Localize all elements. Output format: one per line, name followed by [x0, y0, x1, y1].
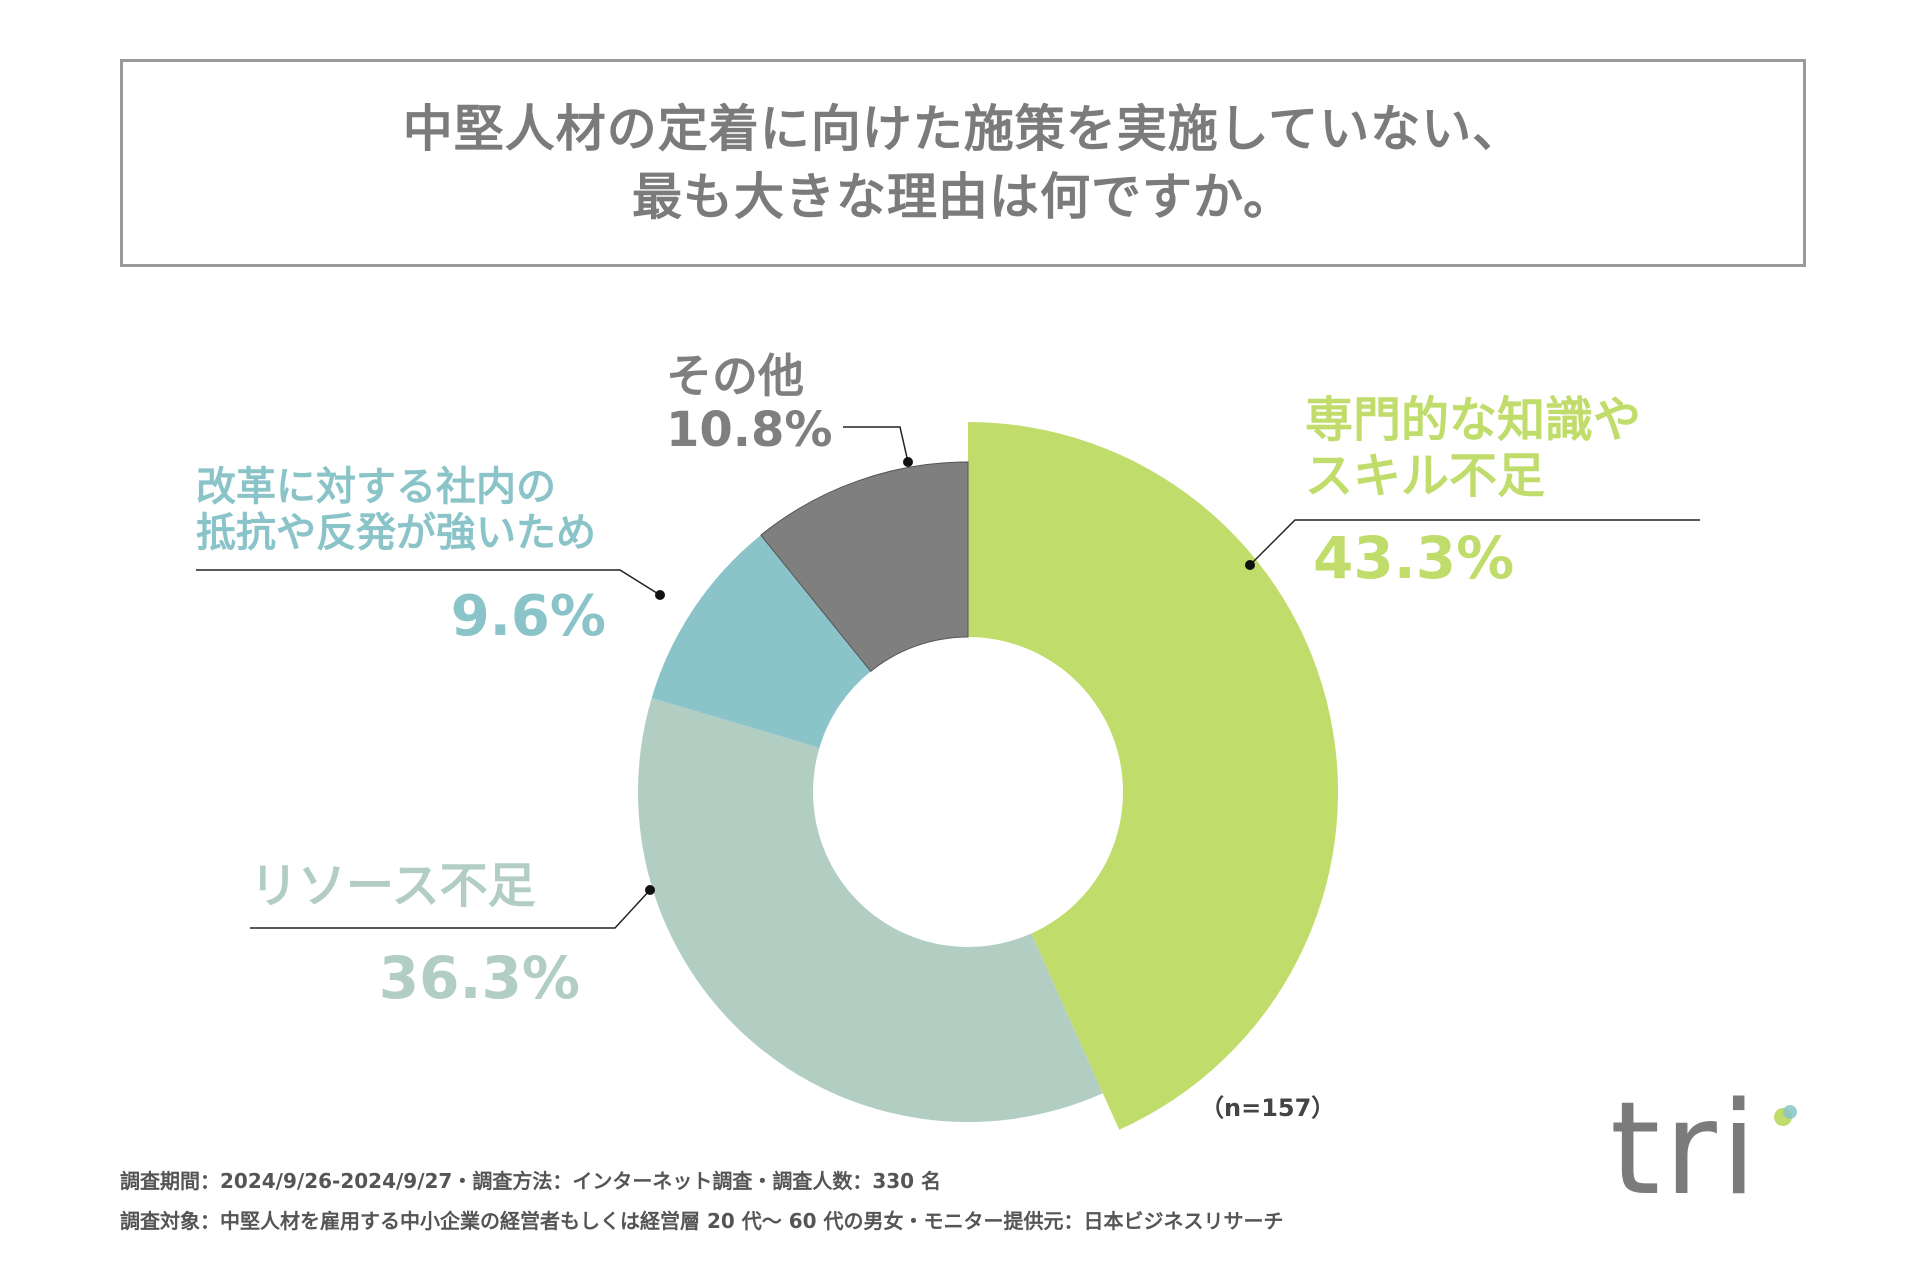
label-skill-shortage: 専門的な知識や スキル不足 43.3%	[1305, 392, 1641, 592]
label-skill-shortage-line2: スキル不足	[1305, 448, 1546, 504]
label-internal-resistance-pct: 9.6%	[450, 584, 606, 649]
label-skill-shortage-line1: 専門的な知識や	[1305, 392, 1642, 448]
label-other-pct: 10.8%	[666, 402, 833, 458]
logo-text: tri	[1610, 1075, 1761, 1224]
footer-survey-target: 調査対象：中堅人材を雇用する中小企業の経営者もしくは経営層 20 代～ 60 代…	[120, 1209, 1284, 1233]
label-internal-resistance-line2: 抵抗や反発が強いため	[196, 510, 596, 556]
footer-survey-period: 調査期間：2024/9/26-2024/9/27・調査方法：インターネット調査・…	[120, 1169, 942, 1193]
leader-skill-shortage	[1249, 519, 1700, 566]
leader-skill-shortage-dot	[1245, 560, 1255, 570]
leader-resource-shortage	[250, 889, 651, 929]
label-internal-resistance-line1: 改革に対する社内の	[196, 464, 556, 510]
sample-size: （n=157）	[1200, 1094, 1336, 1122]
label-internal-resistance: 改革に対する社内の 抵抗や反発が強いため 9.6%	[196, 464, 606, 650]
label-resource-shortage: リソース不足 36.3%	[250, 858, 580, 1012]
label-other-line1: その他	[666, 349, 804, 403]
label-other: その他 10.8%	[666, 350, 833, 458]
logo-dot-blue	[1783, 1105, 1797, 1119]
label-skill-shortage-pct: 43.3%	[1313, 524, 1515, 592]
slice-internal-resistance	[651, 535, 871, 748]
leader-other-dot	[903, 457, 913, 467]
leader-internal-resistance-dot	[655, 590, 665, 600]
leader-resource-shortage-dot	[645, 885, 655, 895]
title-line-1: 中堅人材の定着に向けた施策を実施していない、	[402, 100, 1524, 158]
title-line-2: 最も大きな理由は何ですか。	[632, 168, 1294, 226]
leader-other	[843, 426, 909, 463]
leader-internal-resistance	[196, 569, 661, 596]
tri-logo: tri	[1610, 1075, 1810, 1235]
label-resource-shortage-pct: 36.3%	[378, 944, 580, 1012]
question-title-box: 中堅人材の定着に向けた施策を実施していない、 最も大きな理由は何ですか。	[120, 59, 1806, 267]
slice-other	[760, 461, 969, 673]
label-resource-shortage-line1: リソース不足	[250, 858, 536, 914]
slice-skill-shortage	[968, 422, 1339, 1130]
slice-resource-shortage	[638, 697, 1103, 1122]
